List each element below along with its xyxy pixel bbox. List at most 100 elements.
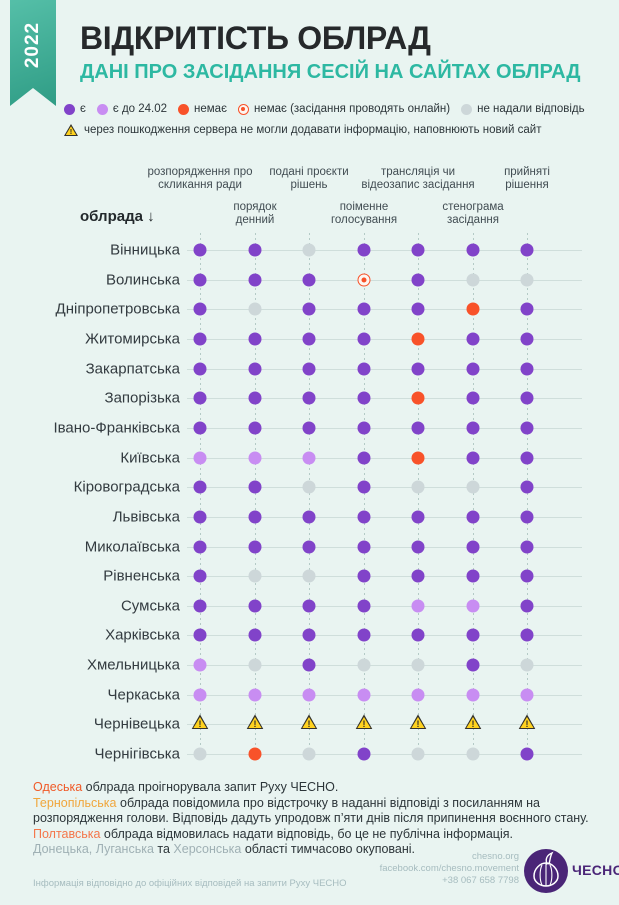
status-cell (466, 569, 480, 583)
present-dot-icon (248, 628, 262, 642)
present-dot-icon (248, 599, 262, 613)
legend-item: немає (засідання проводять онлайн) (237, 103, 450, 115)
status-cell (518, 714, 536, 734)
present-dot-icon (466, 628, 480, 642)
status-cell (520, 569, 534, 583)
status-cell (520, 599, 534, 613)
present-dot-icon (302, 273, 316, 287)
row-label: Вінницька (110, 241, 180, 259)
present-dot-icon (520, 747, 534, 761)
warning-icon (518, 714, 536, 730)
status-cell (302, 391, 316, 405)
status-grid: облрада ↓ розпорядження про скликання ра… (0, 0, 619, 780)
present-before-dot-icon (96, 103, 108, 115)
row-label: Миколаївська (84, 538, 180, 555)
present-dot-icon (248, 391, 262, 405)
status-cell (248, 628, 262, 642)
footnote-text: облрада відмовилась надати відповідь, бо… (100, 826, 513, 841)
status-cell (193, 243, 207, 257)
column-header: порядок денний (233, 201, 277, 227)
status-cell (357, 243, 371, 257)
column-guide-line (255, 233, 256, 756)
present-before-dot-icon (466, 599, 480, 613)
footer-contacts: chesno.org facebook.com/chesno.movement +3… (319, 851, 519, 887)
status-cell (520, 540, 534, 553)
status-cell (248, 391, 262, 405)
status-cell (357, 510, 371, 524)
present-dot-icon (520, 332, 534, 346)
footnote-text: облрада проігнорувала запит Руху ЧЕСНО. (82, 780, 339, 794)
row-label: Закарпатська (85, 360, 180, 378)
footnote-region-name: Одеська (33, 780, 83, 794)
status-cell (466, 451, 480, 465)
row-line (187, 576, 582, 578)
legend-item: немає (178, 103, 227, 115)
row-label: Львівська (112, 508, 180, 526)
status-cell (520, 332, 534, 346)
status-cell (193, 302, 207, 316)
no-answer-dot-icon (411, 747, 425, 761)
present-dot-icon (466, 421, 480, 435)
status-cell (357, 302, 371, 316)
present-dot-icon (193, 510, 207, 524)
row-line (187, 605, 582, 607)
present-dot-icon (302, 628, 316, 642)
row-label: Кіровоградська (73, 478, 180, 496)
status-cell (411, 480, 425, 494)
no-answer-dot-icon (466, 480, 480, 494)
no-answer-dot-icon (461, 103, 473, 115)
row-line (187, 546, 582, 548)
status-cell (355, 714, 373, 734)
status-cell (302, 362, 316, 376)
present-dot-icon (357, 540, 371, 553)
footer-contact-line: +38 067 658 7798 (442, 875, 519, 886)
present-dot-icon (302, 362, 316, 376)
footnote: Полтавська облрада відмовилась надати ві… (33, 827, 613, 843)
column-header: розпорядження про скликання ради (147, 166, 253, 192)
status-cell (520, 362, 534, 376)
status-cell (411, 540, 425, 553)
status-cell (466, 510, 480, 524)
status-cell (411, 332, 425, 346)
present-before-dot-icon (411, 688, 425, 702)
column-header: стенограма засідання (442, 201, 504, 227)
footnote-region-name: Херсонська (173, 842, 242, 856)
absent-dot-icon (178, 103, 190, 115)
present-dot-icon (466, 243, 480, 257)
status-cell (520, 688, 534, 702)
legend-warning-row: через пошкодження сервера не могли додав… (64, 124, 542, 136)
status-cell (302, 569, 316, 583)
row-line (187, 754, 582, 756)
present-dot-icon (520, 599, 534, 613)
row-line (187, 516, 582, 518)
status-cell (191, 714, 209, 734)
status-cell (357, 747, 371, 761)
legend-item-label: є (80, 103, 86, 115)
status-cell (357, 569, 371, 583)
present-dot-icon (466, 332, 480, 346)
present-dot-icon (302, 510, 316, 524)
status-cell (248, 451, 262, 465)
no-answer-dot-icon (357, 658, 371, 672)
present-dot-icon (466, 540, 480, 553)
status-cell (411, 658, 425, 672)
status-cell (466, 421, 480, 435)
present-dot-icon (411, 362, 425, 376)
legend-item-label: не надали відповідь (477, 103, 585, 115)
status-cell (357, 391, 371, 405)
legend-item-label: немає (194, 103, 227, 115)
present-dot-icon (357, 451, 371, 465)
page-title: ВІДКРИТІСТЬ ОБЛРАД (80, 20, 431, 56)
status-cell (302, 273, 316, 287)
status-cell (466, 747, 480, 761)
status-cell (357, 480, 371, 494)
status-cell (520, 302, 534, 316)
warning-icon (464, 714, 482, 730)
present-dot-icon (357, 628, 371, 642)
status-cell (246, 714, 264, 734)
status-cell (193, 480, 207, 494)
present-dot-icon (193, 480, 207, 494)
present-before-dot-icon (248, 451, 262, 465)
status-cell (193, 451, 207, 465)
absent-dot-icon (411, 451, 425, 465)
